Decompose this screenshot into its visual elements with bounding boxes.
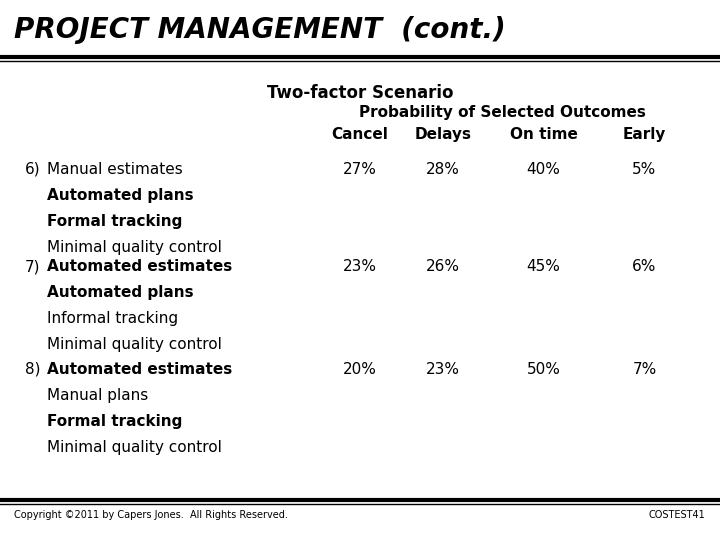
- Text: 23%: 23%: [426, 362, 460, 377]
- Text: 45%: 45%: [526, 259, 561, 274]
- Text: 5%: 5%: [632, 162, 657, 177]
- Text: Cancel: Cancel: [332, 127, 388, 142]
- Text: 28%: 28%: [426, 162, 460, 177]
- Text: 20%: 20%: [343, 362, 377, 377]
- Text: 40%: 40%: [526, 162, 561, 177]
- Text: Automated plans: Automated plans: [47, 188, 194, 203]
- Text: 23%: 23%: [343, 259, 377, 274]
- Text: Minimal quality control: Minimal quality control: [47, 240, 222, 255]
- Text: Automated plans: Automated plans: [47, 285, 194, 300]
- Text: Formal tracking: Formal tracking: [47, 414, 182, 429]
- Text: Formal tracking: Formal tracking: [47, 214, 182, 229]
- Text: Manual estimates: Manual estimates: [47, 162, 183, 177]
- Text: Early: Early: [623, 127, 666, 142]
- Text: PROJECT MANAGEMENT  (cont.): PROJECT MANAGEMENT (cont.): [14, 16, 506, 44]
- Text: Informal tracking: Informal tracking: [47, 311, 178, 326]
- Text: Probability of Selected Outcomes: Probability of Selected Outcomes: [359, 105, 646, 120]
- Text: COSTEST41: COSTEST41: [649, 510, 706, 521]
- Text: 50%: 50%: [526, 362, 561, 377]
- Text: 8): 8): [25, 362, 41, 377]
- Text: 27%: 27%: [343, 162, 377, 177]
- Text: Minimal quality control: Minimal quality control: [47, 440, 222, 455]
- Text: Manual plans: Manual plans: [47, 388, 148, 403]
- Text: 6): 6): [25, 162, 41, 177]
- Text: 7): 7): [25, 259, 41, 274]
- Text: Automated estimates: Automated estimates: [47, 362, 232, 377]
- Text: 6%: 6%: [632, 259, 657, 274]
- Text: Minimal quality control: Minimal quality control: [47, 337, 222, 352]
- Text: On time: On time: [510, 127, 577, 142]
- Text: Automated estimates: Automated estimates: [47, 259, 232, 274]
- Text: Delays: Delays: [414, 127, 472, 142]
- Text: Two-factor Scenario: Two-factor Scenario: [266, 84, 454, 102]
- Text: 7%: 7%: [632, 362, 657, 377]
- Text: Copyright ©2011 by Capers Jones.  All Rights Reserved.: Copyright ©2011 by Capers Jones. All Rig…: [14, 510, 288, 521]
- Text: 26%: 26%: [426, 259, 460, 274]
